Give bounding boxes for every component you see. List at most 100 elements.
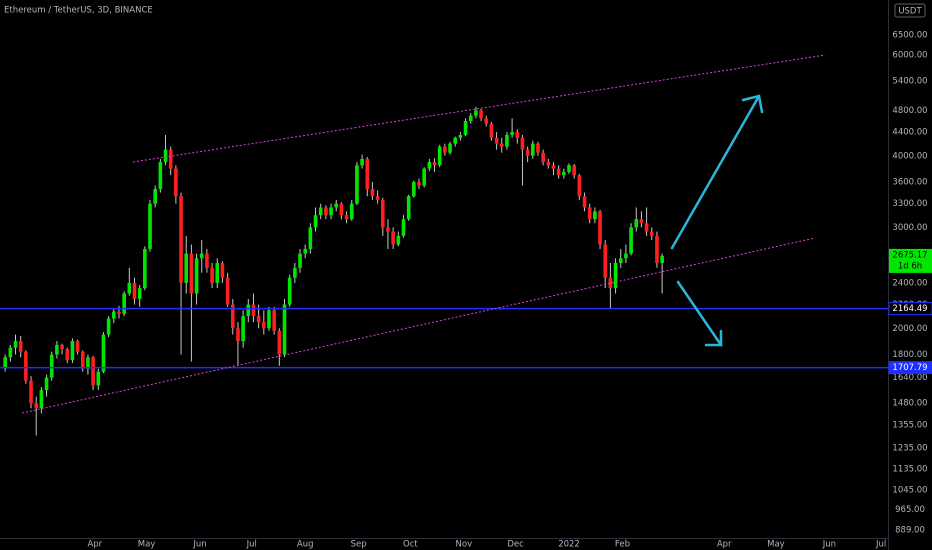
candle-body	[318, 207, 323, 216]
candle-body	[122, 293, 126, 314]
y-tick-label: 1640.00	[892, 373, 927, 383]
y-tick-label: 3600.00	[892, 178, 927, 188]
plot-area	[0, 106, 888, 436]
candle-body	[427, 162, 432, 169]
candle-body	[567, 165, 571, 172]
candle-body	[365, 158, 370, 190]
candle-body	[360, 158, 364, 166]
countdown-label: 1d 6h	[898, 261, 922, 271]
x-tick-label: Dec	[507, 540, 524, 550]
candle-body	[510, 132, 514, 135]
candle-body	[137, 288, 142, 299]
candle-body	[3, 357, 7, 369]
candle-body	[355, 165, 359, 204]
x-tick-label: 2022	[558, 540, 580, 550]
candle-body	[618, 258, 623, 263]
channel-lower	[21, 237, 816, 414]
candle-body	[608, 277, 613, 289]
candle-body	[603, 244, 608, 278]
candle-body	[432, 162, 437, 166]
candle-body	[344, 215, 349, 220]
candle-body	[287, 277, 292, 305]
candle-body	[541, 152, 545, 163]
y-tick-label: 2000.00	[892, 324, 927, 334]
currency-badge[interactable]	[894, 3, 926, 18]
candle-body	[624, 253, 628, 259]
candle-body	[396, 235, 401, 245]
y-tick-label: 4800.00	[892, 106, 927, 116]
y-tick-label: 1480.00	[892, 399, 927, 409]
chart-title: Ethereum / TetherUS, 3D, BINANCE	[4, 6, 153, 16]
candle-body	[184, 253, 189, 283]
level-tag	[888, 302, 932, 316]
candle-body	[18, 341, 23, 352]
candle-body	[179, 196, 183, 283]
candle-body	[474, 110, 478, 116]
candle-body	[205, 253, 209, 268]
candle-body	[236, 328, 240, 342]
candle-body	[629, 227, 633, 254]
x-tick-label: May	[767, 540, 785, 550]
candle-body	[463, 121, 468, 135]
candle-body	[132, 282, 137, 299]
x-tick-label: Sep	[351, 540, 367, 550]
y-tick-label: 1355.00	[892, 421, 927, 431]
x-tick-label: Nov	[456, 540, 473, 550]
candle-body	[437, 146, 442, 166]
currency-label: USDT	[898, 7, 922, 17]
candle-body	[29, 380, 33, 404]
candle-body	[494, 137, 499, 144]
y-tick-label: 6000.00	[892, 50, 927, 60]
candle-body	[655, 235, 659, 263]
y-tick-label: 1235.00	[892, 444, 927, 454]
candle-body	[251, 304, 256, 317]
candle-body	[349, 203, 354, 220]
candle-body	[55, 344, 59, 355]
channel-upper	[132, 54, 826, 163]
candle-body	[520, 137, 525, 150]
x-tick-label: Jul	[246, 540, 257, 550]
candle-body	[39, 390, 44, 409]
candle-body	[479, 110, 483, 119]
level-tag-label: 2164.49	[892, 304, 927, 314]
candle-body	[189, 253, 194, 294]
candle-body	[530, 143, 535, 156]
candle-body	[70, 341, 75, 361]
y-tick-label: 4000.00	[892, 151, 927, 161]
price-axis: 6500.00 6000.00 5400.00 4800.00 4400.00 4000.…	[888, 30, 932, 536]
arrow-down	[676, 280, 723, 347]
candle-body	[556, 168, 561, 176]
candle-body	[163, 149, 168, 163]
candle-body	[380, 199, 385, 228]
y-tick-label: 3300.00	[892, 199, 927, 209]
candle-body	[272, 310, 276, 331]
candle-body	[370, 189, 375, 197]
candle-body	[324, 207, 328, 216]
candle-body	[96, 371, 101, 386]
y-tick-label: 1800.00	[892, 350, 927, 360]
candle-body	[582, 196, 587, 208]
y-tick-label: 2400.00	[892, 278, 927, 288]
candle-body	[241, 316, 245, 342]
candle-body	[220, 262, 225, 278]
candle-body	[593, 211, 597, 220]
candle-body	[339, 203, 344, 216]
candle-body	[644, 223, 649, 232]
y-tick-label: 1135.00	[892, 465, 927, 475]
candle-body	[536, 143, 540, 153]
x-tick-label: Apr	[717, 540, 732, 550]
candle-body	[484, 118, 489, 124]
x-tick-label: Oct	[403, 540, 418, 550]
y-tick-label: 6500.00	[892, 30, 927, 40]
candle-body	[334, 203, 339, 208]
candle-body	[417, 182, 421, 186]
candle-body	[210, 267, 214, 283]
y-tick-label: 1045.00	[892, 485, 927, 495]
y-tick-label: 889.00	[895, 526, 925, 536]
candle-body	[505, 134, 509, 147]
candle-body	[8, 347, 13, 358]
candle-body	[515, 132, 520, 138]
candle-body	[453, 137, 458, 144]
